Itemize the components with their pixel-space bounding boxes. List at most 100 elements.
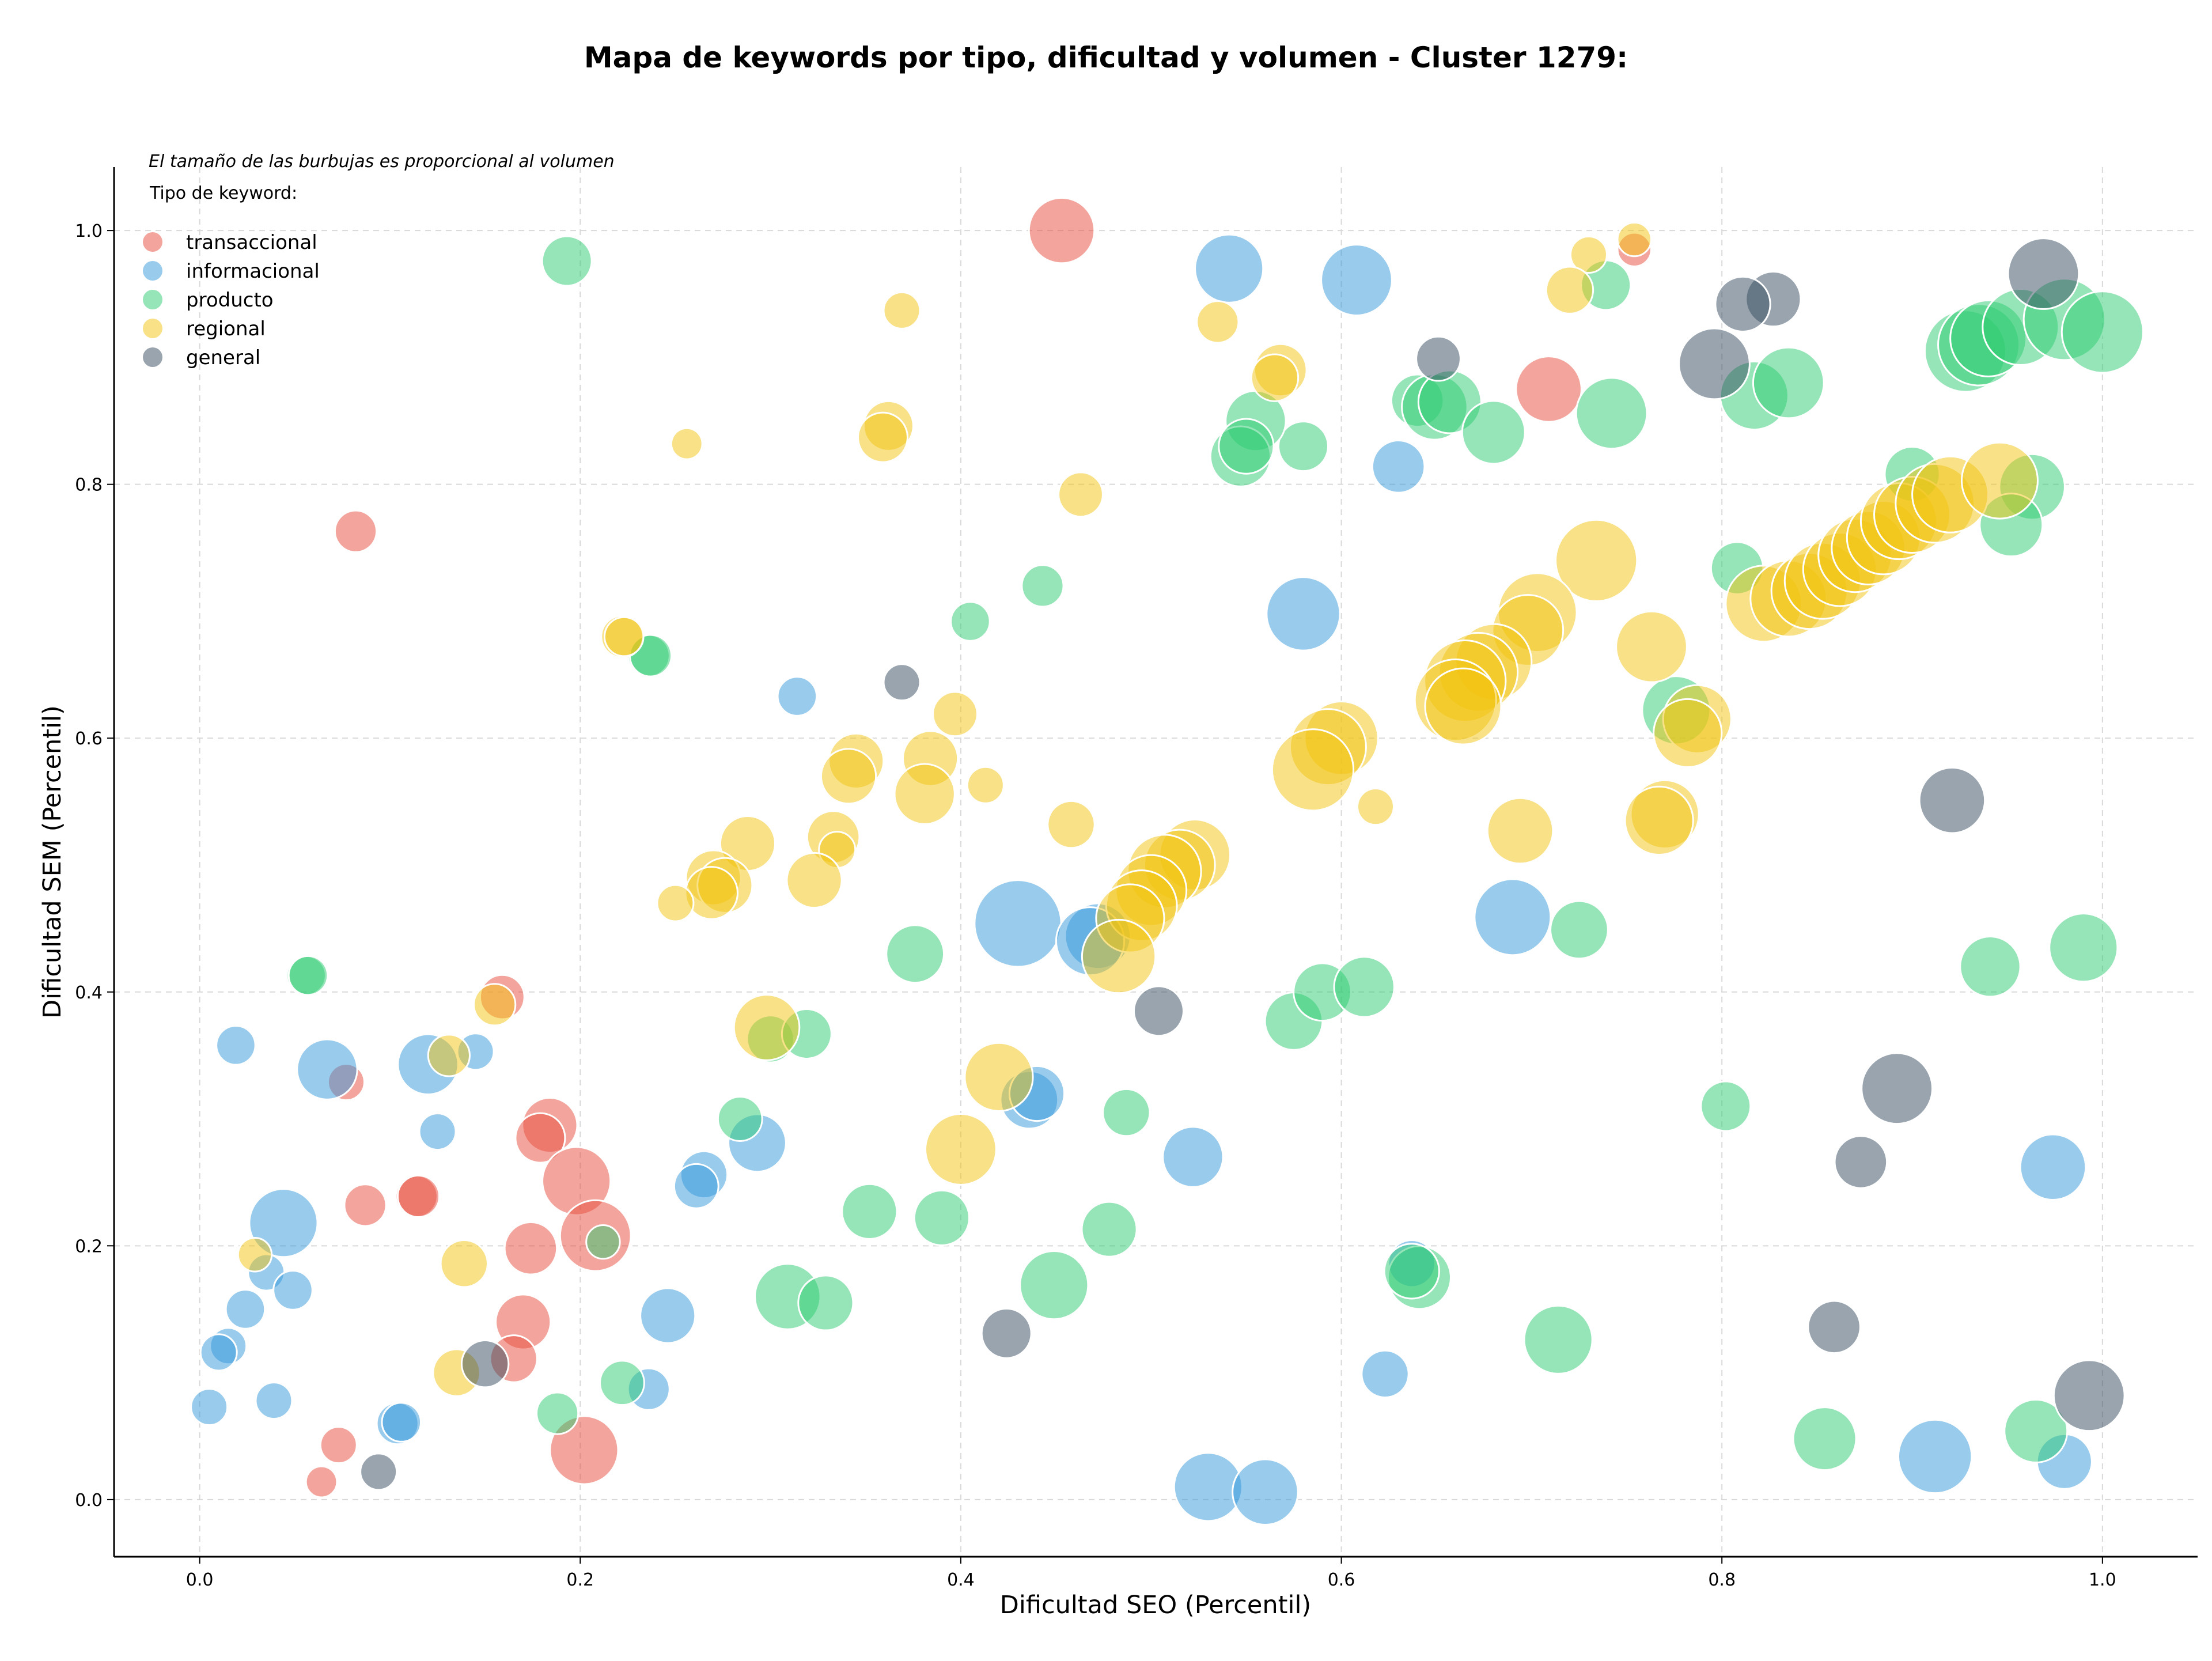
informacional-bubble <box>1194 233 1264 304</box>
regional-bubble <box>427 1034 471 1077</box>
series-transaccional <box>305 196 1652 1499</box>
chart-title: Mapa de keywords por tipo, dificultad y … <box>584 41 1628 74</box>
x-tick-label: 0.0 <box>186 1570 214 1590</box>
x-axis-label: Dificultad SEO (Percentil) <box>1000 1591 1311 1620</box>
general-bubble <box>1918 766 1986 834</box>
regional-bubble <box>925 1113 997 1186</box>
producto-bubble <box>1019 1250 1089 1321</box>
regional-bubble <box>237 1237 273 1273</box>
general-bubble <box>980 1307 1032 1359</box>
informacional-bubble <box>974 879 1062 968</box>
regional-bubble <box>1424 667 1502 746</box>
legend-title: Tipo de keyword: <box>149 183 297 203</box>
producto-bubble <box>536 1391 579 1435</box>
producto-bubble <box>950 601 991 642</box>
informacional-bubble <box>248 1188 319 1258</box>
informacional-bubble <box>1232 1458 1299 1526</box>
regional-bubble <box>1081 918 1157 994</box>
general-bubble <box>359 1452 398 1491</box>
informacional-bubble <box>1266 576 1341 652</box>
producto-bubble <box>2003 1398 2069 1463</box>
regional-bubble <box>473 983 517 1027</box>
producto-bubble <box>1021 564 1065 608</box>
regional-bubble <box>966 766 1005 804</box>
informacional-bubble <box>225 1289 266 1330</box>
regional-bubble <box>1569 235 1608 274</box>
regional-bubble <box>1357 788 1395 826</box>
series-informacional <box>190 233 2093 1526</box>
transaccional-bubble <box>319 1426 358 1465</box>
producto-bubble <box>287 955 329 996</box>
producto-bubble <box>1700 1080 1752 1132</box>
ticks: 0.0 0.2 0.4 0.6 0.8 1.0 0.0 0.2 0.4 0.6 0.8 1.0 <box>75 221 2116 1590</box>
regional-bubble <box>1555 519 1638 602</box>
x-tick-label: 0.2 <box>566 1570 594 1590</box>
general-bubble <box>1807 1300 1861 1354</box>
y-tick-label: 0.6 <box>75 729 103 749</box>
regional-bubble <box>684 866 739 920</box>
informacional-bubble <box>1361 1349 1410 1399</box>
producto-bubble <box>585 1224 621 1260</box>
legend-label-informacional: informacional <box>186 260 320 283</box>
x-tick-label: 0.4 <box>947 1570 975 1590</box>
y-tick-label: 0.8 <box>75 475 103 495</box>
producto-bubble <box>1102 1088 1151 1137</box>
legend-label-regional: regional <box>186 317 266 340</box>
regional-bubble <box>1960 441 2039 520</box>
legend: transaccional informacional producto region… <box>143 231 320 369</box>
regional-bubble <box>820 748 877 805</box>
regional-bubble <box>786 852 843 909</box>
informacional-bubble <box>1173 1452 1243 1522</box>
x-tick-label: 0.6 <box>1328 1570 1355 1590</box>
bubble-size-note: El tamaño de las burbujas es proporciona… <box>149 152 615 172</box>
general-bubble <box>2007 237 2080 310</box>
regional-bubble <box>882 291 921 330</box>
series-producto <box>286 235 2144 1471</box>
x-tick-label: 0.8 <box>1708 1570 1736 1590</box>
producto-bubble <box>1575 377 1648 450</box>
y-tick-label: 0.4 <box>75 983 103 1003</box>
producto-bubble <box>2048 913 2119 983</box>
producto-bubble <box>1792 1406 1857 1471</box>
transaccional-bubble <box>396 1174 441 1219</box>
informacional-bubble <box>777 676 818 717</box>
transaccional-bubble <box>1515 355 1582 423</box>
producto-bubble <box>541 235 593 287</box>
series-general <box>359 237 2126 1491</box>
producto-bubble <box>885 924 945 984</box>
informacional-bubble <box>199 1333 238 1372</box>
informacional-bubble <box>1474 878 1552 956</box>
axes <box>113 167 2198 1558</box>
general-bubble <box>1714 275 1771 332</box>
producto-bubble <box>2061 290 2144 374</box>
regional-bubble <box>1058 471 1104 518</box>
informacional-bubble <box>381 1402 422 1443</box>
producto-bubble <box>1081 1201 1138 1258</box>
legend-marker-transaccional <box>143 232 162 252</box>
general-bubble <box>1132 985 1184 1037</box>
informacional-bubble <box>1897 1418 1973 1494</box>
general-bubble <box>2052 1359 2126 1432</box>
general-bubble <box>1678 327 1751 400</box>
legend-label-producto: producto <box>186 289 274 312</box>
producto-bubble <box>1383 1243 1440 1300</box>
y-tick-label: 0.0 <box>75 1490 103 1511</box>
transaccional-bubble <box>343 1183 387 1227</box>
informacional-bubble <box>296 1038 358 1100</box>
regional-bubble <box>1047 800 1096 849</box>
legend-marker-regional <box>143 319 162 338</box>
regional-bubble <box>1271 728 1355 812</box>
general-bubble <box>882 663 921 702</box>
producto-bubble <box>1550 900 1609 960</box>
regional-bubble <box>1616 221 1652 258</box>
informacional-bubble <box>1320 244 1393 316</box>
informacional-bubble <box>2019 1133 2087 1201</box>
producto-bubble <box>1523 1304 1593 1375</box>
informacional-bubble <box>639 1287 696 1344</box>
informacional-bubble <box>255 1382 293 1420</box>
regional-bubble <box>1486 797 1554 865</box>
regional-bubble <box>1624 785 1694 856</box>
regional-bubble <box>656 884 695 922</box>
